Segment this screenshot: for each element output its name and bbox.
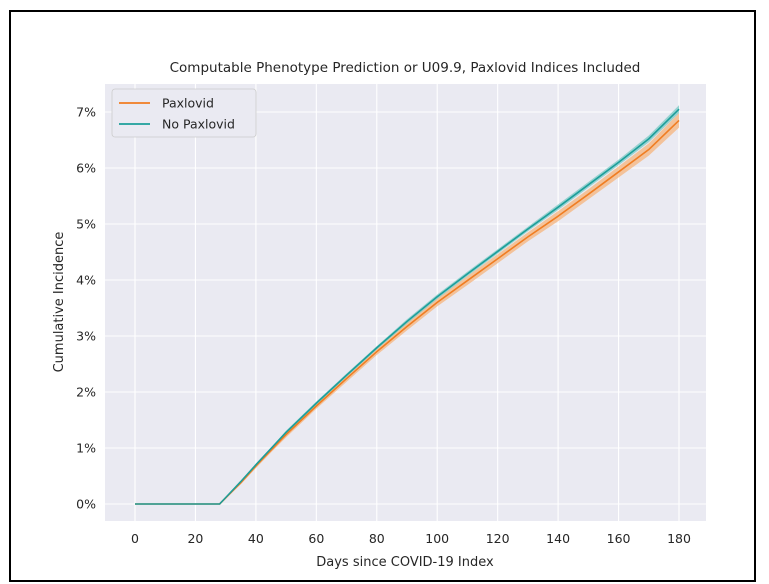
y-tick-label: 3% [76, 329, 96, 344]
x-tick-label: 40 [248, 531, 264, 546]
legend-box [111, 88, 257, 138]
x-tick-label: 160 [607, 531, 631, 546]
y-tick-label: 0% [76, 497, 96, 512]
y-tick-label: 4% [76, 273, 96, 288]
y-tick-label: 7% [76, 105, 96, 120]
x-tick-label: 180 [667, 531, 691, 546]
y-tick-label: 5% [76, 217, 96, 232]
x-tick-label: 140 [546, 531, 570, 546]
legend-label-1: No Paxlovid [162, 117, 235, 132]
series-line-1 [135, 108, 680, 505]
y-tick-label: 1% [76, 441, 96, 456]
y-axis-label: Cumulative Incidence [52, 232, 67, 373]
x-tick-label: 0 [131, 531, 139, 546]
chart-title: Computable Phenotype Prediction or U09.9… [170, 60, 641, 76]
x-tick-label: 120 [486, 531, 510, 546]
y-axis-ticks: 0% 1% 2% 3% 4% 5% 6% 7% [76, 105, 96, 512]
x-tick-label: 20 [187, 531, 203, 546]
x-tick-label: 60 [308, 531, 324, 546]
y-tick-label: 2% [76, 385, 96, 400]
x-axis-ticks: 0 20 40 60 80 100 120 140 160 180 [131, 531, 691, 546]
x-axis-label: Days since COVID-19 Index [316, 555, 494, 570]
legend: Paxlovid No Paxlovid [111, 88, 257, 138]
y-tick-label: 6% [76, 161, 96, 176]
x-tick-label: 100 [425, 531, 449, 546]
series-lines [135, 108, 680, 505]
x-tick-label: 80 [369, 531, 385, 546]
legend-label-0: Paxlovid [162, 96, 214, 111]
